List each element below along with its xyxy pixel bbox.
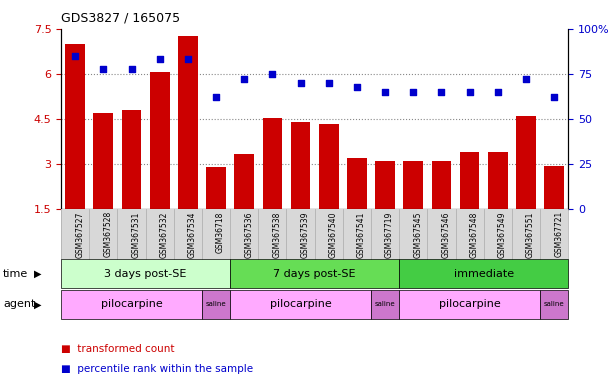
Bar [206,167,226,209]
Point [211,94,221,101]
Text: immediate: immediate [453,268,514,279]
Bar [263,118,282,209]
Bar [347,158,367,209]
Text: GSM367721: GSM367721 [554,211,563,257]
Text: ■  transformed count: ■ transformed count [61,344,175,354]
Text: GSM367545: GSM367545 [413,211,422,258]
Bar [235,154,254,209]
Bar [65,44,85,209]
Text: GSM36718: GSM36718 [216,211,225,253]
Text: ▶: ▶ [34,299,41,310]
Point [493,89,503,95]
Text: GSM367528: GSM367528 [103,211,112,257]
Text: 3 days post-SE: 3 days post-SE [104,268,187,279]
Text: saline: saline [375,301,395,307]
Text: GSM367531: GSM367531 [131,211,141,258]
Text: GSM367534: GSM367534 [188,211,197,258]
Point [155,56,164,63]
Text: GSM367551: GSM367551 [526,211,535,258]
Text: saline: saline [544,301,565,307]
Text: GSM367549: GSM367549 [498,211,507,258]
Text: saline: saline [206,301,226,307]
Point [465,89,475,95]
Text: GSM367719: GSM367719 [385,211,394,258]
Text: pilocarpine: pilocarpine [269,299,331,310]
Point [324,80,334,86]
Text: GSM367538: GSM367538 [273,211,282,258]
Text: pilocarpine: pilocarpine [439,299,500,310]
Text: agent: agent [3,299,35,310]
Bar [403,161,423,209]
Bar [488,152,508,209]
Text: GSM367548: GSM367548 [470,211,478,258]
Bar [93,113,113,209]
Text: GSM367540: GSM367540 [329,211,338,258]
Point [240,76,249,83]
Text: 7 days post-SE: 7 days post-SE [273,268,356,279]
Point [521,76,531,83]
Bar [291,122,310,209]
Text: GSM367527: GSM367527 [75,211,84,258]
Text: GSM367541: GSM367541 [357,211,366,258]
Point [352,83,362,89]
Text: time: time [3,268,28,279]
Text: ▶: ▶ [34,268,41,279]
Point [183,56,193,63]
Point [126,65,136,71]
Bar [150,73,170,209]
Text: GSM367539: GSM367539 [301,211,310,258]
Point [268,71,277,77]
Bar [178,36,198,209]
Text: GSM367546: GSM367546 [441,211,450,258]
Bar [122,110,141,209]
Text: GSM367532: GSM367532 [159,211,169,258]
Bar [459,152,480,209]
Point [98,65,108,71]
Bar [375,161,395,209]
Text: GDS3827 / 165075: GDS3827 / 165075 [61,12,180,25]
Bar [319,124,338,209]
Text: ■  percentile rank within the sample: ■ percentile rank within the sample [61,364,253,374]
Text: pilocarpine: pilocarpine [101,299,163,310]
Point [436,89,446,95]
Point [549,94,559,101]
Point [380,89,390,95]
Bar [544,166,564,209]
Point [70,53,80,59]
Text: GSM367536: GSM367536 [244,211,253,258]
Bar [516,116,536,209]
Point [296,80,306,86]
Bar [431,161,452,209]
Point [408,89,418,95]
